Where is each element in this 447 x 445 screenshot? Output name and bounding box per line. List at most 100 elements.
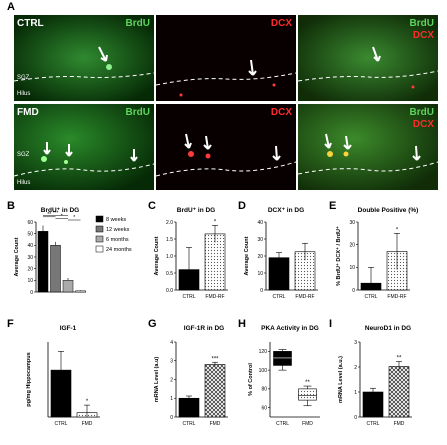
panel-b-tick-label: 30 — [27, 255, 33, 261]
panel-e-tick-label: 0 — [352, 288, 355, 294]
channel-dcx-fmd: DCX — [270, 107, 292, 118]
panel-i-sig: ** — [397, 356, 402, 362]
row-label-fmd: FMD — [17, 107, 39, 118]
panel-b-sig: * — [61, 213, 63, 219]
panel-b-legend-label: 12 weeks — [106, 227, 129, 233]
panel-c-ylabel: Average Count — [154, 236, 160, 275]
micro-fmd-dcx: DCX — [156, 104, 296, 190]
panel-b-bar — [37, 231, 49, 293]
panel-i-category: CTRL — [366, 421, 379, 427]
panel-f-letter: F — [7, 318, 14, 330]
hilus-label-fmd: Hilus — [17, 180, 31, 186]
panel-e-category: FMD-RF — [387, 294, 406, 300]
fmd-dcx-image — [156, 104, 296, 190]
arrow-icon — [324, 133, 332, 149]
panel-d-tick-label: 40 — [257, 220, 263, 226]
panel-b-legend-label: 24 months — [106, 247, 132, 253]
panel-d-tick-label: 20 — [257, 254, 263, 260]
fmd-brdu-image — [14, 104, 154, 190]
ctrl-dcx-image — [156, 15, 296, 101]
panel-h-tick-label: 120 — [259, 349, 268, 355]
panel-b-tick-label: 20 — [27, 266, 33, 272]
panel-g-sig: *** — [211, 356, 219, 362]
arrow-icon — [203, 135, 212, 150]
panel-h-ylabel: % of Control — [248, 363, 254, 396]
hilus-label: Hilus — [17, 91, 31, 97]
panel-g-tick-label: 3 — [170, 359, 173, 365]
micro-fmd-brdu: FMD BrdU SGZ Hilus — [14, 104, 154, 190]
channel-brdu-merge: BrdU — [409, 18, 434, 29]
sgz-label: SGZ — [17, 75, 30, 81]
panel-c-tick-label: 0.5 — [166, 271, 173, 277]
panel-b-bar — [62, 280, 74, 293]
panel-b-tick-label: 10 — [27, 278, 33, 284]
panel-c-tick-label: 0.0 — [166, 288, 173, 294]
panel-e-tick-label: 30 — [349, 220, 355, 226]
arrow-icon — [43, 142, 51, 155]
panel-e-sig: * — [396, 227, 399, 233]
panel-g-ylabel: mRNA Level (a.u) — [154, 357, 160, 403]
panel-b-sig: * — [73, 215, 75, 221]
panel-e-tick-label: 10 — [349, 265, 355, 271]
sgz-label-fmd: SGZ — [17, 152, 30, 158]
panel-h-box — [298, 388, 317, 401]
panel-b-sig: ** — [47, 212, 51, 218]
panel-b-legend-label: 6 months — [106, 237, 129, 243]
panel-i-bar — [388, 366, 410, 418]
panel-c-title: BrdU⁺ in DG — [177, 207, 215, 214]
panel-c-tick-label: 1.5 — [166, 237, 173, 243]
panel-d-tick-label: 10 — [257, 271, 263, 277]
micro-ctrl-merge: BrdU DCX — [298, 15, 438, 101]
panel-b-legend-swatch — [95, 245, 104, 253]
arrow-icon — [65, 144, 73, 157]
panel-i-ylabel: mRNA Level (a.u.) — [338, 356, 344, 403]
panel-c-category: FMD-RF — [205, 294, 224, 300]
panel-c-sig: * — [214, 219, 217, 225]
panel-c-letter: C — [148, 200, 156, 212]
micro-fmd-merge: BrdU DCX — [298, 104, 438, 190]
panel-d-ylabel: Average Count — [244, 236, 250, 275]
panel-g-tick-label: 2 — [170, 377, 173, 383]
panel-e-title: Double Positive (%) — [358, 207, 419, 214]
panel-h-tick-label: 100 — [259, 368, 268, 374]
panel-i-category: FMD — [394, 421, 405, 427]
arrow-icon — [372, 46, 381, 62]
panel-e-letter: E — [329, 200, 336, 212]
panel-b-bar — [75, 290, 86, 293]
panel-c-tick-label: 1.0 — [166, 254, 173, 260]
channel-dcx-merge: DCX — [412, 30, 434, 41]
panel-g-category: FMD — [210, 421, 221, 427]
micro-ctrl-brdu: CTRL BrdU SGZ Hilus — [14, 15, 154, 101]
panel-i-tick-label: 0 — [354, 415, 357, 421]
panel-c-tick-label: 2.0 — [166, 220, 173, 226]
panel-d-tick-label: 30 — [257, 237, 263, 243]
panel-b-tick-label: 40 — [27, 243, 33, 249]
panel-a-letter: A — [7, 1, 15, 13]
panel-h-category: CTRL — [276, 421, 289, 427]
panel-f-title: IGF-1 — [60, 325, 77, 332]
panel-g-bar — [204, 364, 226, 418]
panel-b-tick-label: 50 — [27, 231, 33, 237]
panel-h-title: PKA Activity in DG — [261, 325, 319, 332]
panel-d-tick-label: 0 — [260, 288, 263, 294]
panel-e-tick-label: 20 — [349, 242, 355, 248]
panel-d-title: DCX⁺ in DG — [268, 207, 304, 214]
panel-g-bar — [178, 397, 200, 418]
panel-i-tick-label: 3 — [354, 340, 357, 346]
channel-brdu-merge-fmd: BrdU — [409, 107, 434, 118]
panel-b-legend-label: 8 weeks — [106, 217, 126, 223]
panel-b-tick-label: 0 — [30, 290, 33, 296]
channel-brdu: BrdU — [125, 18, 150, 29]
panel-g-title: IGF-1R in DG — [184, 325, 224, 332]
panel-b-ylabel: Average Count — [14, 237, 20, 276]
channel-dcx: DCX — [270, 18, 292, 29]
row-label-ctrl: CTRL — [17, 18, 44, 29]
panel-g-tick-label: 1 — [170, 396, 173, 402]
panel-c-category: CTRL — [182, 294, 195, 300]
panel-f-category: FMD — [82, 421, 93, 427]
panel-i-title: NeuroD1 in DG — [365, 325, 411, 332]
arrow-icon — [98, 46, 108, 62]
panel-e-ylabel: % BrdU⁺ DCX⁺ / BrdU⁺ — [335, 226, 342, 286]
panel-b-bar — [50, 245, 61, 293]
panel-h-letter: H — [238, 318, 246, 330]
